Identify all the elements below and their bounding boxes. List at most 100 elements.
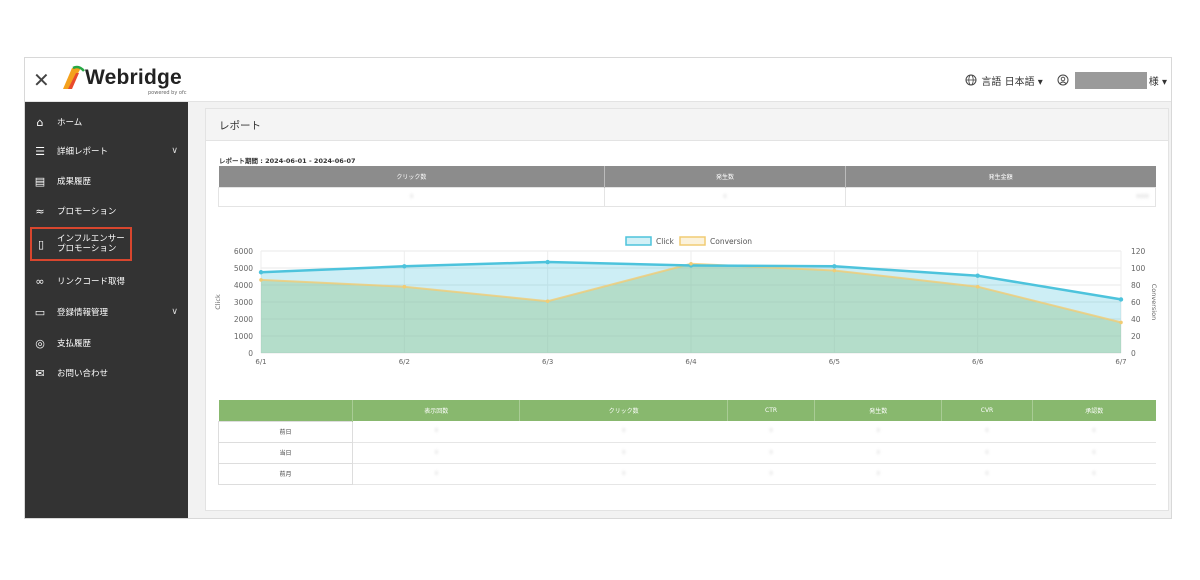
y-tick-label-left: 5000 — [234, 264, 253, 273]
table-row: 当日 0 0 0 0 0 0 — [218, 441, 1156, 464]
mobile-icon: ▯ — [37, 237, 45, 251]
conversion-area — [261, 263, 1121, 353]
report-icon: ☰ — [35, 144, 45, 158]
coins-icon: ◎ — [35, 336, 45, 350]
language-value: 日本語 — [1004, 76, 1035, 88]
conversion-point — [545, 299, 550, 303]
summary-header: 発生金額 — [845, 166, 1156, 187]
summary-value: 0000 — [844, 186, 1157, 207]
legend-label-conversion: Conversion — [710, 237, 752, 246]
row-label: 前日 — [218, 420, 353, 443]
summary-value-row: 0 0 0000 — [217, 186, 1157, 207]
click-point — [832, 264, 837, 269]
link-icon: ∞ — [35, 274, 45, 288]
user-menu[interactable]: 様 ▾ — [1148, 76, 1167, 88]
detail-header: 表示回数 — [352, 400, 521, 421]
conversion-point — [1119, 320, 1123, 325]
y-tick-label-left: 1000 — [234, 332, 253, 341]
table-cell: 0 — [727, 421, 815, 443]
table-cell: 0 — [1032, 421, 1156, 443]
click-point — [975, 273, 980, 278]
sidebar-item-label: お問い合わせ — [57, 369, 109, 379]
sidebar-item-registration[interactable]: ▭ 登録情報管理 ∨ — [25, 300, 188, 324]
table-cell: 0 — [519, 442, 728, 464]
detail-header: クリック数 — [519, 400, 728, 421]
summary-header: クリック数 — [218, 166, 606, 187]
mail-icon: ✉ — [35, 366, 45, 380]
logo[interactable]: Webridge powered by ofc — [59, 63, 189, 97]
table-cell: 0 — [814, 463, 942, 485]
x-tick-label: 6/4 — [685, 358, 697, 366]
table-row: 前日 0 0 0 0 0 0 — [218, 420, 1156, 443]
sidebar-item-payment-history[interactable]: ◎ 支払履歴 — [25, 331, 188, 355]
detail-header-row: 表示回数 クリック数 CTR 発生数 CVR 承認数 — [218, 400, 1156, 421]
x-tick-label: 6/5 — [829, 358, 840, 366]
y-tick-label-right: 40 — [1131, 315, 1141, 324]
language-selector[interactable]: 言語 日本語 ▾ — [981, 76, 1043, 88]
table-cell: 0 — [1032, 442, 1156, 464]
summary-header-row: クリック数 発生数 発生金額 — [218, 166, 1156, 187]
globe-icon — [965, 74, 977, 86]
table-cell: 0 — [352, 442, 520, 464]
y-tick-label-right: 120 — [1131, 247, 1146, 256]
summary-table: クリック数 発生数 発生金額 0 0 0000 — [217, 166, 1157, 207]
close-icon[interactable]: ✕ — [33, 68, 50, 92]
y-tick-label-left: 0 — [248, 349, 253, 358]
x-tick-label: 6/2 — [399, 358, 410, 366]
y-tick-label-right: 0 — [1131, 349, 1136, 358]
table-cell: 0 — [519, 421, 728, 443]
detail-header — [218, 400, 353, 421]
summary-header: 発生数 — [604, 166, 846, 187]
y-tick-label-left: 6000 — [234, 247, 253, 256]
y-tick-label-right: 80 — [1131, 281, 1141, 290]
report-period: レポート期間 : 2024-06-01 - 2024-06-07 — [219, 157, 356, 165]
sidebar-item-influencer-promotion[interactable]: ▯ インフルエンサー プロモーション — [30, 227, 132, 261]
x-tick-label: 6/3 — [542, 358, 553, 366]
detail-header: 承認数 — [1032, 400, 1156, 421]
table-cell: 0 — [727, 442, 815, 464]
logo-mark-icon — [63, 65, 85, 89]
handshake-icon: ≈ — [35, 204, 45, 218]
click-point — [258, 270, 264, 275]
conversion-point — [689, 261, 693, 266]
user-name-redacted — [1074, 71, 1147, 89]
table-cell: 0 — [941, 442, 1033, 464]
sidebar-item-home[interactable]: ⌂ ホーム — [25, 110, 188, 134]
home-icon: ⌂ — [36, 115, 44, 129]
table-cell: 0 — [814, 421, 942, 443]
sidebar-item-results-history[interactable]: ▤ 成果履歴 — [25, 169, 188, 193]
sidebar: ⌂ ホーム ☰ 詳細レポート ∨ ▤ 成果履歴 ≈ プロモーション ▯ インフル… — [25, 102, 188, 518]
chevron-down-icon: ∨ — [171, 146, 178, 156]
sidebar-item-label: 成果履歴 — [57, 177, 92, 187]
profile-icon: ▭ — [34, 305, 46, 319]
legend-swatch-click — [625, 236, 652, 246]
conversion-point — [832, 268, 837, 273]
click-point — [402, 264, 407, 269]
sidebar-item-label: プロモーション — [57, 207, 117, 217]
conversion-point — [259, 278, 263, 282]
sidebar-item-label: インフルエンサー プロモーション — [57, 234, 125, 254]
detail-header: CTR — [727, 400, 816, 421]
sidebar-item-link-code[interactable]: ∞ リンクコード取得 — [25, 269, 188, 293]
conversion-point — [402, 284, 407, 289]
y-tick-label-left: 3000 — [234, 298, 253, 307]
legend-label-click: Click — [656, 237, 675, 246]
header-right: 言語 日本語 ▾ 様 ▾ — [965, 71, 1167, 89]
page-title: レポート — [206, 109, 1168, 141]
sidebar-item-label: 支払履歴 — [57, 339, 92, 349]
detail-table: 表示回数 クリック数 CTR 発生数 CVR 承認数 前日 0 0 0 0 0 … — [218, 400, 1156, 485]
x-tick-label: 6/7 — [1115, 358, 1126, 366]
detail-header: CVR — [941, 400, 1033, 421]
sidebar-item-detail-report[interactable]: ☰ 詳細レポート ∨ — [25, 139, 188, 163]
sidebar-item-promotion[interactable]: ≈ プロモーション — [25, 199, 188, 223]
app-window: ✕ Webridge powered by ofc 言語 日本語 ▾ — [24, 57, 1172, 519]
x-tick-label: 6/6 — [972, 358, 984, 366]
table-cell: 0 — [941, 463, 1033, 485]
click-point — [1118, 297, 1124, 302]
table-cell: 0 — [352, 463, 520, 485]
y-tick-label-right: 20 — [1131, 332, 1141, 341]
top-bar: ✕ Webridge powered by ofc 言語 日本語 ▾ — [25, 58, 1171, 102]
user-icon — [1057, 74, 1069, 86]
sidebar-item-contact[interactable]: ✉ お問い合わせ — [25, 361, 188, 385]
language-label: 言語 — [981, 76, 1002, 88]
